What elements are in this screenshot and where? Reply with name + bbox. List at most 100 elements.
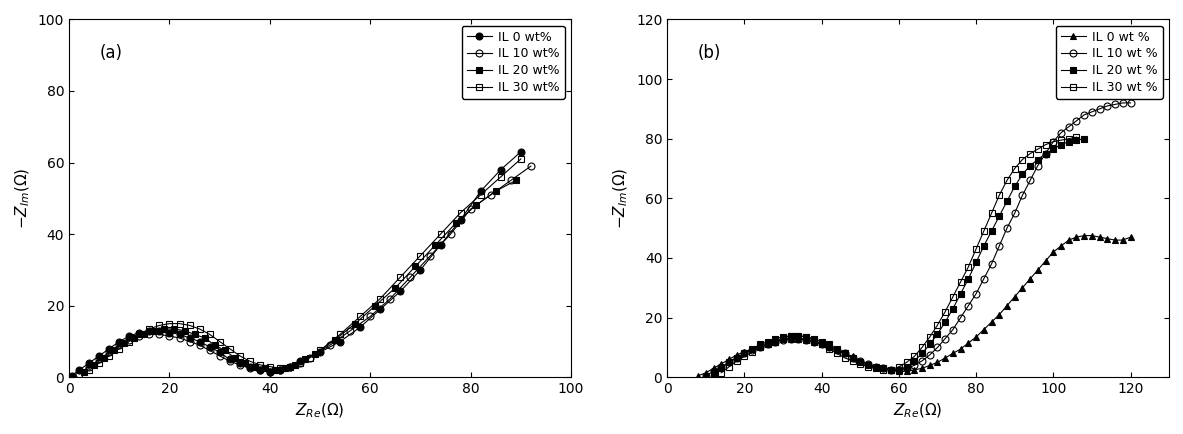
IL 30 wt % bbox=[907, 354, 922, 359]
Line: IL 30 wt %: IL 30 wt % bbox=[718, 134, 1080, 376]
IL 30 wt % bbox=[853, 361, 867, 366]
IL 10 wt% bbox=[363, 314, 377, 319]
IL 10 wt % bbox=[706, 369, 720, 374]
IL 0 wt% bbox=[233, 360, 247, 365]
IL 30 wt % bbox=[799, 335, 813, 340]
IL 30 wt% bbox=[433, 231, 447, 237]
IL 20 wt% bbox=[448, 221, 463, 226]
IL 0 wt% bbox=[413, 267, 427, 273]
Line: IL 0 wt %: IL 0 wt % bbox=[694, 232, 1134, 379]
IL 30 wt% bbox=[413, 253, 427, 258]
IL 30 wt % bbox=[730, 358, 744, 364]
IL 20 wt % bbox=[953, 291, 968, 296]
IL 0 wt% bbox=[243, 364, 257, 369]
X-axis label: $Z_{Re}(\Omega)$: $Z_{Re}(\Omega)$ bbox=[296, 402, 344, 420]
IL 0 wt% bbox=[122, 334, 136, 339]
IL 20 wt% bbox=[298, 357, 312, 362]
IL 0 wt% bbox=[92, 353, 106, 358]
IL 20 wt % bbox=[822, 342, 836, 347]
IL 30 wt % bbox=[722, 364, 736, 369]
IL 30 wt % bbox=[938, 309, 952, 314]
IL 10 wt % bbox=[938, 336, 952, 341]
IL 30 wt% bbox=[253, 362, 267, 367]
IL 0 wt% bbox=[253, 368, 267, 373]
IL 20 wt% bbox=[308, 352, 322, 357]
IL 30 wt% bbox=[303, 355, 317, 360]
IL 20 wt% bbox=[227, 355, 241, 360]
IL 20 wt % bbox=[815, 339, 829, 344]
IL 10 wt% bbox=[524, 164, 538, 169]
IL 30 wt % bbox=[953, 279, 968, 284]
IL 20 wt % bbox=[1039, 151, 1053, 156]
IL 20 wt% bbox=[207, 342, 221, 348]
IL 20 wt% bbox=[148, 328, 162, 333]
IL 20 wt% bbox=[157, 326, 172, 332]
IL 0 wt% bbox=[513, 149, 528, 155]
IL 30 wt% bbox=[213, 339, 227, 344]
IL 30 wt % bbox=[1039, 142, 1053, 147]
IL 20 wt% bbox=[468, 203, 483, 208]
IL 30 wt% bbox=[82, 368, 96, 373]
IL 0 wt% bbox=[493, 167, 508, 172]
Y-axis label: $-Z_{Im}(\Omega)$: $-Z_{Im}(\Omega)$ bbox=[14, 168, 32, 229]
IL 30 wt% bbox=[162, 321, 176, 326]
IL 30 wt% bbox=[182, 323, 196, 328]
IL 20 wt % bbox=[838, 351, 852, 356]
IL 30 wt % bbox=[815, 342, 829, 347]
IL 30 wt% bbox=[334, 332, 348, 337]
IL 30 wt % bbox=[1015, 157, 1029, 162]
IL 20 wt % bbox=[846, 355, 860, 361]
IL 10 wt% bbox=[424, 253, 438, 258]
IL 10 wt % bbox=[1124, 100, 1138, 105]
IL 0 wt% bbox=[283, 364, 297, 369]
IL 10 wt % bbox=[962, 303, 976, 308]
IL 0 wt% bbox=[82, 360, 96, 365]
IL 20 wt% bbox=[509, 178, 523, 183]
IL 10 wt% bbox=[293, 360, 308, 365]
Line: IL 20 wt %: IL 20 wt % bbox=[710, 135, 1087, 378]
IL 20 wt % bbox=[737, 351, 751, 356]
IL 0 wt% bbox=[263, 369, 277, 375]
IL 0 wt% bbox=[132, 330, 147, 335]
IL 20 wt % bbox=[892, 367, 906, 372]
IL 30 wt% bbox=[373, 296, 387, 301]
IL 30 wt % bbox=[807, 337, 821, 342]
IL 20 wt % bbox=[745, 346, 759, 352]
IL 20 wt % bbox=[1000, 199, 1014, 204]
IL 20 wt% bbox=[88, 362, 102, 367]
IL 20 wt% bbox=[167, 326, 181, 332]
IL 30 wt % bbox=[884, 367, 898, 372]
IL 20 wt % bbox=[923, 342, 937, 347]
IL 10 wt% bbox=[202, 348, 216, 353]
IL 30 wt% bbox=[222, 346, 237, 351]
IL 10 wt% bbox=[303, 355, 317, 360]
IL 30 wt % bbox=[846, 358, 860, 364]
IL 0 wt% bbox=[112, 339, 127, 344]
IL 20 wt % bbox=[752, 342, 767, 347]
IL 20 wt% bbox=[348, 321, 362, 326]
IL 10 wt% bbox=[464, 207, 478, 212]
IL 20 wt % bbox=[977, 243, 991, 249]
IL 30 wt% bbox=[233, 353, 247, 358]
IL 30 wt% bbox=[493, 174, 508, 180]
IL 20 wt% bbox=[428, 242, 442, 247]
IL 30 wt % bbox=[984, 210, 998, 216]
IL 0 wt% bbox=[353, 325, 367, 330]
IL 10 wt% bbox=[343, 328, 357, 333]
IL 30 wt% bbox=[122, 339, 136, 344]
IL 10 wt% bbox=[222, 358, 237, 364]
Text: (b): (b) bbox=[697, 44, 720, 62]
IL 0 wt% bbox=[393, 289, 407, 294]
IL 30 wt% bbox=[153, 323, 167, 328]
IL 20 wt % bbox=[930, 332, 944, 337]
IL 30 wt % bbox=[761, 342, 775, 347]
IL 30 wt % bbox=[1023, 151, 1037, 156]
IL 10 wt% bbox=[243, 366, 257, 371]
IL 20 wt % bbox=[799, 335, 813, 340]
IL 30 wt % bbox=[1000, 178, 1014, 183]
IL 10 wt % bbox=[977, 276, 991, 282]
IL 10 wt% bbox=[142, 332, 156, 337]
IL 20 wt% bbox=[278, 366, 292, 371]
IL 10 wt% bbox=[102, 350, 116, 355]
IL 20 wt % bbox=[1023, 163, 1037, 168]
